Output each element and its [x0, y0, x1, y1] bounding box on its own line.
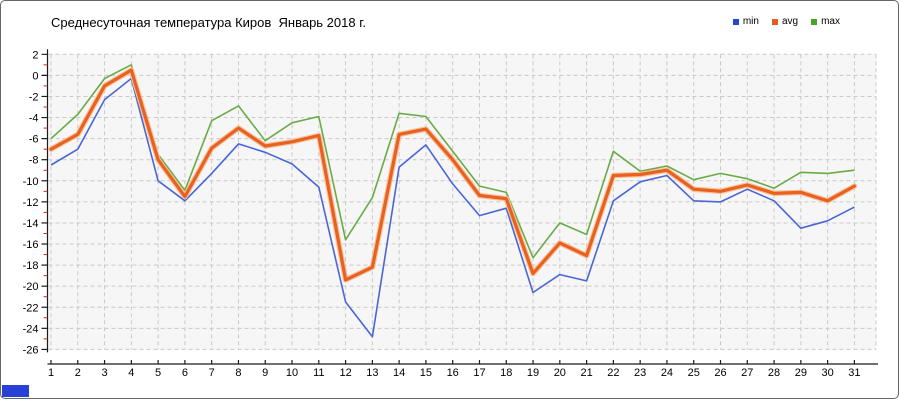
y-tick-label: -20	[23, 281, 39, 293]
series-max-line	[50, 63, 855, 259]
legend-item-max: max	[811, 16, 840, 27]
y-tick-label: -10	[23, 176, 39, 188]
x-tick-label: 27	[741, 367, 753, 379]
x-tick-label: 18	[500, 367, 512, 379]
y-tick-label: -18	[23, 260, 39, 272]
legend-item-avg: avg	[771, 16, 799, 27]
x-tick-label: 14	[393, 367, 405, 379]
x-tick-label: 5	[155, 367, 161, 379]
x-tick-label: 17	[473, 367, 485, 379]
y-tick-label: -12	[23, 197, 39, 209]
chart-title: Среднесуточная температура Киров Январь …	[51, 15, 366, 30]
y-tick-label: -8	[29, 155, 39, 167]
series-avg-line	[49, 68, 857, 282]
avg-color-swatch	[771, 18, 778, 25]
x-tick-label: 7	[209, 367, 215, 379]
x-tick-label: 12	[339, 367, 351, 379]
x-tick-label: 2	[75, 367, 81, 379]
y-tick-label: 2	[32, 49, 38, 61]
legend-label-max: max	[821, 16, 840, 27]
x-tick-label: 24	[661, 367, 673, 379]
legend: min avg max	[732, 16, 840, 27]
bottom-left-blue-bar	[2, 385, 29, 397]
x-tick-label: 30	[821, 367, 833, 379]
y-tick-label: -24	[23, 323, 39, 335]
x-tick-label: 19	[527, 367, 539, 379]
x-tick-label: 3	[101, 367, 107, 379]
legend-item-min: min	[732, 16, 759, 27]
x-tick-label: 31	[848, 367, 860, 379]
y-tick-label: -6	[29, 134, 39, 146]
x-tick-label: 26	[714, 367, 726, 379]
y-tick-label: -14	[23, 218, 39, 230]
x-tick-label: 25	[688, 367, 700, 379]
x-tick-label: 10	[286, 367, 298, 379]
legend-label-avg: avg	[781, 16, 799, 27]
x-tick-label: 1	[48, 367, 54, 379]
x-tick-label: 15	[420, 367, 432, 379]
max-color-swatch	[811, 18, 818, 25]
x-tick-label: 23	[634, 367, 646, 379]
series-min-line	[50, 77, 855, 338]
y-tick-label: -2	[29, 91, 39, 103]
x-tick-label: 21	[580, 367, 592, 379]
y-tick-label: -16	[23, 239, 39, 251]
vertical-gridlines	[50, 54, 877, 350]
y-axis: 2 0 -2 -4 -6 -8 -10 -12 -14 -16 -18 -20 -22 -24 -26	[23, 49, 49, 356]
y-tick-label: -22	[23, 302, 39, 314]
x-tick-label: 8	[235, 367, 241, 379]
x-tick-label: 9	[262, 367, 268, 379]
x-tick-label: 28	[768, 367, 780, 379]
x-tick-label: 13	[366, 367, 378, 379]
x-tick-label: 22	[607, 367, 619, 379]
x-tick-label: 20	[554, 367, 566, 379]
x-tick-label: 16	[447, 367, 459, 379]
x-tick-label: 11	[313, 367, 324, 379]
y-tick-label: -4	[29, 113, 39, 125]
x-tick-label: 4	[128, 367, 134, 379]
y-tick-label: 0	[32, 70, 38, 82]
x-tick-label: 6	[182, 367, 188, 379]
legend-label-min: min	[742, 16, 759, 27]
x-axis: 1 2 3 4 5 6 7 8 9 10 11 12 13 14 15 16 17 18 19 20 21 22 23 24 2…	[47, 360, 878, 379]
x-tick-label: 29	[795, 367, 807, 379]
horizontal-gridlines	[48, 53, 876, 350]
y-tick-label: -26	[23, 344, 39, 356]
min-color-swatch	[732, 18, 739, 25]
